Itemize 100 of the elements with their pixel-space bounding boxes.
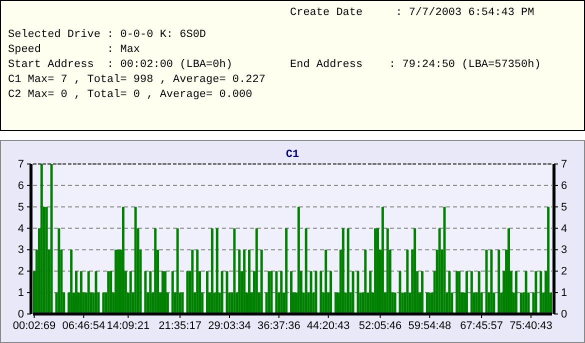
- bar: [547, 206, 550, 314]
- bar: [534, 271, 538, 314]
- bar: [426, 292, 428, 314]
- text: C1 Max= 7 , Total= 998 , Average= 0.227: [8, 74, 266, 86]
- y-tick-label: 0: [18, 308, 24, 321]
- bar: [364, 250, 367, 314]
- bar: [314, 271, 318, 314]
- bar: [381, 206, 384, 314]
- y-tick-label: 2: [18, 266, 24, 278]
- x-tick-label: 06:46:54: [62, 320, 106, 332]
- y2-tick-label: 7: [561, 158, 568, 171]
- bar: [255, 228, 258, 314]
- bar: [196, 250, 199, 314]
- y2-tick-label: 1: [561, 287, 568, 300]
- bar: [107, 271, 110, 314]
- bar: [70, 250, 73, 314]
- bar: [110, 271, 112, 314]
- bar: [220, 271, 224, 314]
- bar: [414, 228, 416, 314]
- bar: [275, 271, 278, 314]
- bar: [238, 250, 241, 314]
- bar: [171, 271, 174, 314]
- bar: [374, 228, 377, 314]
- bar: [470, 271, 473, 314]
- bar: [191, 250, 194, 314]
- bar: [87, 271, 90, 314]
- bar: [75, 271, 78, 314]
- bar: [80, 271, 82, 314]
- x-tick-label: 36:37:36: [257, 320, 300, 332]
- bar: [478, 271, 480, 314]
- text: Start Address : 00:02:00 (LBA=0h): [8, 59, 232, 71]
- y2-tick-label: 6: [561, 180, 568, 192]
- bar: [310, 271, 312, 314]
- bar: [102, 292, 105, 314]
- bar: [210, 228, 214, 314]
- bar: [438, 228, 441, 314]
- bar: [50, 164, 53, 314]
- bar: [164, 271, 166, 314]
- bar: [490, 250, 493, 314]
- bar: [334, 292, 337, 314]
- x-tick-label: 29:03:34: [208, 320, 251, 332]
- bar: [290, 271, 292, 314]
- text: End Address : 79:24:50 (LBA=57350h): [290, 59, 541, 71]
- y2-tick-label: 4: [561, 222, 568, 235]
- bar: [149, 271, 152, 314]
- bar: [40, 164, 43, 314]
- bar: [285, 228, 288, 314]
- bar: [248, 250, 250, 314]
- bar: [352, 271, 354, 314]
- bar: [324, 250, 328, 314]
- bar: [186, 271, 189, 314]
- bar: [268, 271, 270, 314]
- y-tick-label: 1: [18, 287, 24, 300]
- text: Selected Drive : 0-0-0 K: 6S0D: [8, 29, 206, 41]
- bar: [376, 228, 379, 314]
- y2-tick-label: 0: [561, 308, 568, 321]
- bar: [448, 271, 451, 314]
- bar: [342, 228, 344, 314]
- bar: [456, 271, 458, 314]
- bar: [508, 228, 510, 314]
- text: C2 Max= 0 , Total= 0 , Average= 0.000: [8, 89, 252, 101]
- bar: [330, 271, 332, 314]
- bar: [176, 228, 179, 314]
- bar: [320, 271, 322, 314]
- bar: [386, 228, 389, 314]
- chart-title: C1: [286, 149, 300, 161]
- bar: [369, 271, 372, 314]
- bar: [514, 271, 518, 314]
- bar: [114, 250, 118, 314]
- x-tick-label: 59:54:48: [408, 320, 452, 332]
- y2-tick-label: 3: [561, 244, 568, 256]
- bar: [260, 250, 263, 314]
- x-tick-label: 21:35:17: [158, 320, 202, 332]
- bar: [346, 228, 350, 314]
- bar: [216, 228, 218, 314]
- y-tick-label: 4: [18, 222, 24, 235]
- bar: [144, 271, 147, 314]
- bar: [297, 206, 300, 314]
- x-tick-label: 52:05:46: [358, 320, 402, 332]
- x-tick-label: 14:09:21: [106, 320, 150, 332]
- bar: [520, 292, 522, 314]
- x-tick-label: 00:02:69: [12, 320, 56, 332]
- y-tick-label: 6: [18, 180, 24, 192]
- bar: [154, 228, 157, 314]
- bar: [428, 292, 431, 314]
- bar: [181, 292, 184, 314]
- bar: [45, 206, 48, 314]
- x-tick-label: 67:45:57: [460, 320, 503, 332]
- y-tick-label: 7: [18, 158, 24, 171]
- bar: [394, 292, 396, 314]
- y-tick-label: 3: [18, 244, 24, 256]
- bar: [243, 250, 246, 314]
- bar: [280, 271, 283, 314]
- bar: [524, 271, 528, 314]
- bar: [466, 271, 468, 314]
- bar: [129, 271, 132, 314]
- bar: [458, 271, 461, 314]
- x-tick-label: 44:20:43: [306, 320, 350, 332]
- text: Speed : Max: [8, 44, 140, 56]
- bar: [304, 228, 308, 314]
